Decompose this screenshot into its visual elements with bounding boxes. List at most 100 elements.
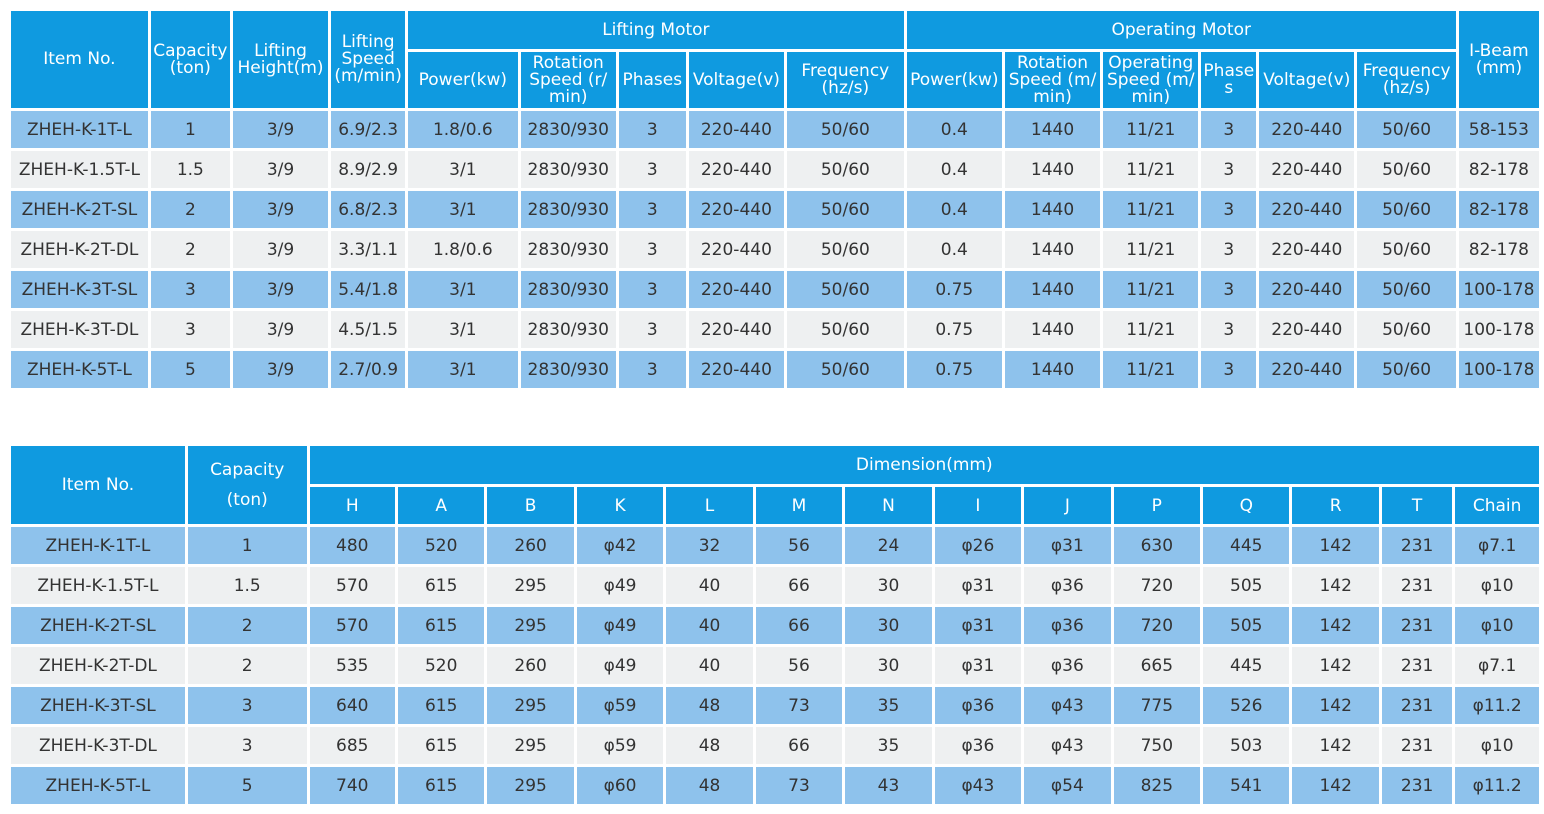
table-cell: 720 <box>1113 567 1201 604</box>
header-item-no: Item No. <box>11 446 185 524</box>
table-cell: 505 <box>1203 567 1290 604</box>
table-cell: 615 <box>397 727 485 764</box>
table-row: ZHEH-K-2T-SL 2 570 615 295 φ49 40 66 30 φ31 φ36 720… <box>11 607 1539 644</box>
table-cell: 142 <box>1292 607 1379 644</box>
table-cell: 3/1 <box>408 191 518 228</box>
table-cell: 100-178 <box>1458 271 1539 308</box>
table-cell: φ31 <box>934 607 1022 644</box>
table-cell: 73 <box>755 767 843 804</box>
table-cell: 5 <box>150 351 230 388</box>
table-cell: 11/21 <box>1103 111 1199 148</box>
table-cell: 5 <box>187 767 307 804</box>
table-cell: φ7.1 <box>1455 647 1539 684</box>
table-cell: 1440 <box>1004 311 1101 348</box>
item-no-cell: ZHEH-K-1.5T-L <box>11 151 148 188</box>
table-row: ZHEH-K-3T-DL 3 685 615 295 φ59 48 66 35 φ36 φ43 750… <box>11 727 1539 764</box>
header-lm-voltage: Voltage(v) <box>688 52 785 108</box>
table-cell: 3 <box>618 271 686 308</box>
table-cell: 73 <box>755 687 843 724</box>
table-cell: 11/21 <box>1103 311 1199 348</box>
table-cell: 2830/930 <box>520 231 616 268</box>
table-cell: φ49 <box>576 647 664 684</box>
table-cell: 3 <box>618 231 686 268</box>
table-cell: 50/60 <box>787 271 904 308</box>
table-cell: 32 <box>666 527 753 564</box>
table-cell: 260 <box>487 527 574 564</box>
table-cell: 295 <box>487 687 574 724</box>
table-cell: 11/21 <box>1103 351 1199 388</box>
table-cell: 3 <box>618 351 686 388</box>
table-cell: 3 <box>1201 151 1257 188</box>
table-cell: 50/60 <box>787 191 904 228</box>
table-cell: 2 <box>187 607 307 644</box>
header-dim-t: T <box>1381 487 1453 524</box>
table-cell: 615 <box>397 607 485 644</box>
header-lifting-speed: Lifting Speed (m/min) <box>331 11 406 108</box>
table-cell: 1440 <box>1004 351 1101 388</box>
item-no-cell: ZHEH-K-2T-DL <box>11 231 148 268</box>
table-cell: 66 <box>755 607 843 644</box>
table-cell: 740 <box>309 767 395 804</box>
table-cell: 520 <box>397 527 485 564</box>
table-cell: φ26 <box>934 527 1022 564</box>
table-row: ZHEH-K-3T-SL 3 3/9 5.4/1.8 3/1 2830/930 3 220-4… <box>11 271 1539 308</box>
table-row: ZHEH-K-1.5T-L 1.5 570 615 295 φ49 40 66 30 φ31 φ36… <box>11 567 1539 604</box>
table-cell: 2830/930 <box>520 311 616 348</box>
table-cell: 1440 <box>1004 231 1101 268</box>
table-cell: 220-440 <box>688 191 785 228</box>
table-cell: 3 <box>1201 351 1257 388</box>
table-cell: φ43 <box>934 767 1022 804</box>
table-cell: 50/60 <box>1357 271 1456 308</box>
table-cell: 2830/930 <box>520 271 616 308</box>
table-cell: 750 <box>1113 727 1201 764</box>
table-cell: 1440 <box>1004 191 1101 228</box>
header-dim-h: H <box>309 487 395 524</box>
item-no-cell: ZHEH-K-2T-SL <box>11 607 185 644</box>
table-cell: 295 <box>487 567 574 604</box>
table-cell: 3 <box>618 111 686 148</box>
item-no-cell: ZHEH-K-1T-L <box>11 527 185 564</box>
table-cell: 30 <box>845 647 932 684</box>
table-cell: 220-440 <box>688 231 785 268</box>
table-cell: 1.8/0.6 <box>408 231 518 268</box>
table-cell: 0.4 <box>906 191 1002 228</box>
table-cell: φ59 <box>576 687 664 724</box>
table-cell: 66 <box>755 727 843 764</box>
header-dim-k: K <box>576 487 664 524</box>
table-cell: 2 <box>187 647 307 684</box>
table-cell: 3/1 <box>408 151 518 188</box>
table-cell: 570 <box>309 607 395 644</box>
dimension-table-header: Item No. Capacity (ton) Dimension(mm) H … <box>11 446 1539 524</box>
table-cell: 260 <box>487 647 574 684</box>
table-cell: 1440 <box>1004 271 1101 308</box>
table-cell: 3/9 <box>232 151 329 188</box>
header-capacity: Capacity (ton) <box>150 11 230 108</box>
table-row: ZHEH-K-2T-DL 2 3/9 3.3/1.1 1.8/0.6 2830/930 3 2… <box>11 231 1539 268</box>
table-cell: 2 <box>150 191 230 228</box>
table-cell: 220-440 <box>688 111 785 148</box>
table-cell: 825 <box>1113 767 1201 804</box>
table-cell: 231 <box>1381 607 1453 644</box>
table-cell: 665 <box>1113 647 1201 684</box>
table-cell: φ7.1 <box>1455 527 1539 564</box>
table-cell: 615 <box>397 687 485 724</box>
hoist-dimension-table: Item No. Capacity (ton) Dimension(mm) H … <box>8 443 1542 807</box>
table-cell: 50/60 <box>787 231 904 268</box>
table-cell: 775 <box>1113 687 1201 724</box>
table-cell: 3 <box>618 311 686 348</box>
table-cell: 3 <box>1201 271 1257 308</box>
table-cell: 1440 <box>1004 111 1101 148</box>
table-cell: 231 <box>1381 727 1453 764</box>
table-cell: 50/60 <box>1357 311 1456 348</box>
header-dim-p: P <box>1113 487 1201 524</box>
table-cell: 3 <box>1201 111 1257 148</box>
table-row: ZHEH-K-5T-L 5 740 615 295 φ60 48 73 43 φ43 φ54 825 5… <box>11 767 1539 804</box>
table-cell: φ36 <box>1024 567 1111 604</box>
table-cell: 3 <box>150 271 230 308</box>
table-cell: 541 <box>1203 767 1290 804</box>
table-cell: 24 <box>845 527 932 564</box>
table-cell: φ36 <box>934 687 1022 724</box>
header-lifting-motor: Lifting Motor <box>408 11 904 49</box>
table-row: ZHEH-K-1.5T-L 1.5 3/9 8.9/2.9 3/1 2830/930 3 22… <box>11 151 1539 188</box>
item-no-cell: ZHEH-K-5T-L <box>11 351 148 388</box>
